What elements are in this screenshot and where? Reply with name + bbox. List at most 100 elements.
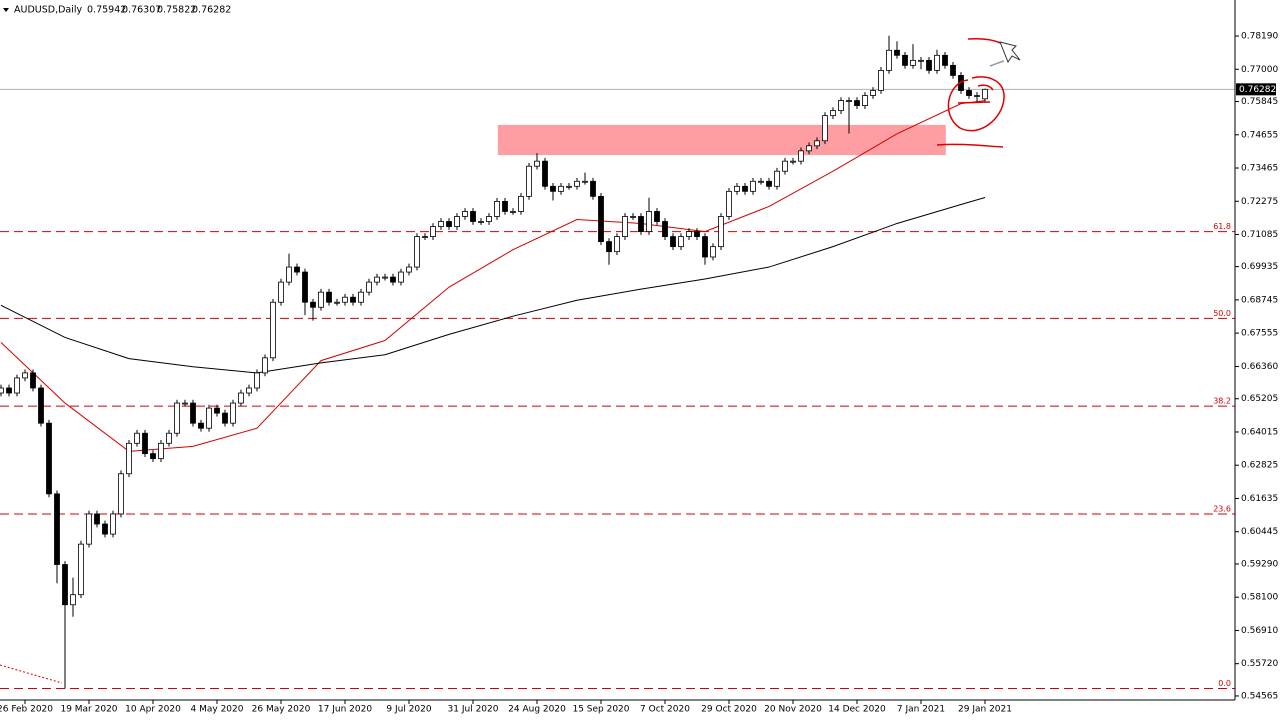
candle-body — [670, 236, 676, 248]
y-tick-label: 0.67555 — [1241, 329, 1278, 339]
candle-body — [310, 301, 316, 308]
y-tick-label: 0.71085 — [1241, 230, 1278, 240]
candle-body — [502, 200, 508, 212]
candle-body — [678, 236, 684, 248]
y-tick-label: 0.75845 — [1241, 97, 1278, 107]
candle-body — [782, 160, 788, 172]
candle-body — [22, 372, 28, 379]
y-tick-label: 0.56910 — [1241, 626, 1278, 636]
symbol-label: AUDUSD,Daily — [14, 5, 83, 16]
candle-body — [174, 402, 180, 434]
candle-body — [38, 387, 44, 424]
candle-body — [526, 165, 532, 197]
candle-body — [254, 372, 260, 389]
candle-body — [374, 276, 380, 283]
candle-body — [742, 185, 748, 192]
candle-body — [814, 140, 820, 147]
y-tick-label: 0.77000 — [1241, 65, 1278, 75]
candle-body — [126, 442, 132, 475]
candle-body — [0, 387, 4, 394]
candle-body — [750, 180, 756, 192]
candle-body — [86, 513, 92, 545]
candle-body — [382, 276, 388, 279]
fib-anchor-line — [0, 664, 63, 684]
candle-body — [630, 216, 636, 218]
y-tick-label: 0.54565 — [1241, 691, 1278, 701]
candle-body — [422, 236, 428, 238]
x-tick-label: 9 Jul 2020 — [386, 705, 431, 715]
candle-body — [606, 241, 612, 253]
x-tick-label: 7 Jan 2021 — [897, 705, 945, 715]
candle-body — [766, 180, 772, 187]
candle-body — [6, 387, 12, 394]
candle-body — [726, 190, 732, 217]
drawn-stroke — [936, 143, 1004, 148]
candle-body — [198, 422, 204, 429]
candle-body — [350, 296, 356, 303]
candle-body — [806, 145, 812, 152]
candle-body — [518, 195, 524, 212]
candle-body — [150, 453, 156, 460]
candle-body — [286, 266, 292, 283]
candle-body — [966, 90, 972, 96]
y-tick-label: 0.73465 — [1241, 164, 1278, 174]
candle-body — [478, 221, 484, 223]
header-high: 0.76307 — [122, 5, 161, 16]
candle-body — [598, 195, 604, 243]
drawn-circle — [947, 76, 1005, 132]
candle-body — [774, 170, 780, 187]
candle-body — [550, 185, 556, 192]
candle-body — [326, 291, 332, 303]
candle-body — [462, 211, 468, 217]
candle-body — [366, 281, 372, 293]
y-tick-label: 0.65205 — [1241, 394, 1278, 404]
candle-body — [974, 95, 980, 97]
candle-body — [590, 180, 596, 197]
y-tick-label: 0.58100 — [1241, 593, 1278, 603]
candle-body — [790, 160, 796, 163]
candle-body — [702, 236, 708, 258]
x-tick-label: 20 Nov 2020 — [764, 705, 822, 715]
candle-body — [878, 69, 884, 91]
candle-body — [134, 432, 140, 444]
candle-body — [918, 59, 924, 62]
x-tick-label: 4 May 2020 — [191, 705, 244, 715]
candle-body — [54, 493, 60, 565]
candle-body — [822, 115, 828, 142]
y-tick-label: 0.72275 — [1241, 197, 1278, 207]
candle-body — [358, 291, 364, 303]
candle-body — [262, 357, 268, 374]
x-tick-label: 15 Sep 2020 — [572, 705, 629, 715]
x-tick-label: 29 Oct 2020 — [701, 705, 757, 715]
y-tick-label: 0.59290 — [1241, 559, 1278, 569]
candle-body — [294, 266, 300, 273]
candle-body — [542, 160, 548, 187]
current-price-box — [1236, 83, 1276, 96]
candle-body — [950, 64, 956, 76]
candle-body — [686, 231, 692, 237]
x-tick-label: 24 Aug 2020 — [508, 705, 566, 715]
candle-body — [158, 442, 164, 460]
fib-label: 50.0 — [1213, 309, 1231, 318]
candle-body — [494, 200, 500, 217]
y-tick-label: 0.78190 — [1241, 32, 1278, 42]
candle-body — [862, 95, 868, 106]
y-tick-label: 0.66360 — [1241, 362, 1278, 372]
candle-body — [566, 185, 572, 188]
candle-body — [622, 216, 628, 237]
candle-body — [438, 221, 444, 227]
candle-body — [230, 402, 236, 424]
candle-body — [982, 88, 988, 100]
candle-body — [718, 216, 724, 248]
candle-body — [406, 266, 412, 273]
candle-body — [510, 211, 516, 213]
x-tick-label: 31 Jul 2020 — [448, 705, 499, 715]
candle-body — [942, 54, 948, 66]
candle-body — [454, 216, 460, 227]
candle-body — [166, 432, 172, 444]
candle-body — [646, 211, 652, 232]
y-tick-label: 0.55720 — [1241, 659, 1278, 669]
y-tick-label: 0.69935 — [1241, 262, 1278, 272]
current-price-label: 0.76282 — [1239, 85, 1276, 95]
